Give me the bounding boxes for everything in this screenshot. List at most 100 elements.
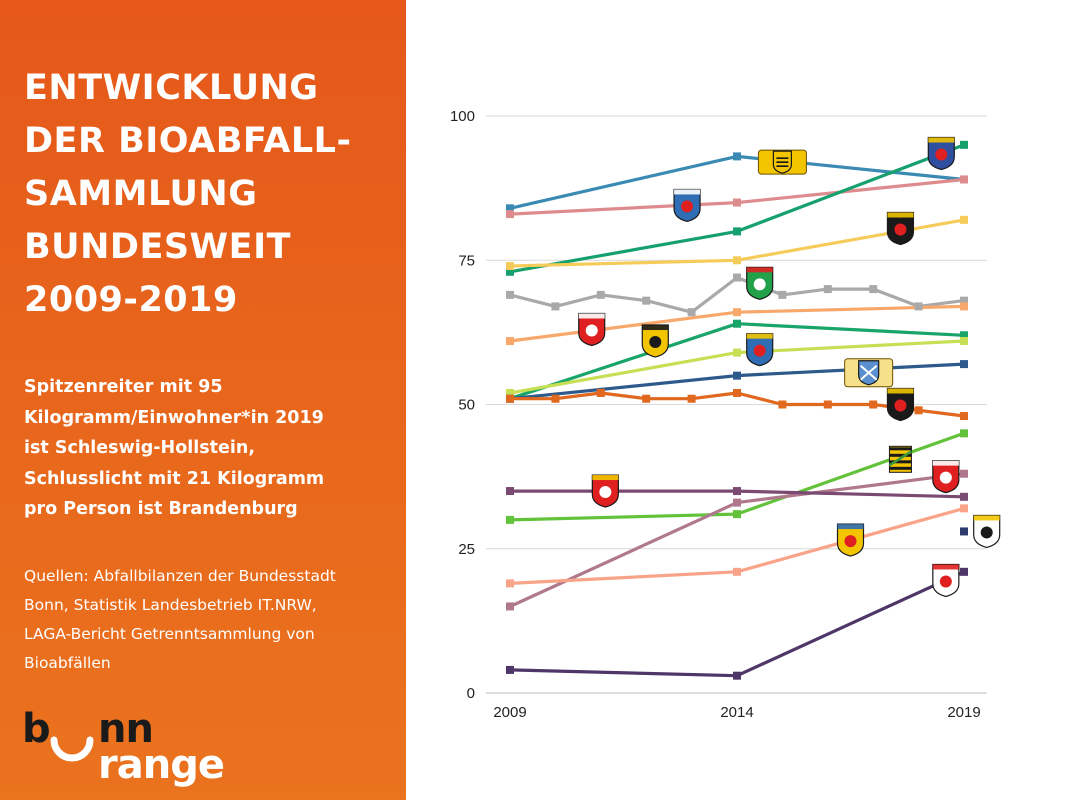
emblem-detail	[894, 399, 907, 412]
data-point-mecklenburg-vorpommern	[733, 567, 741, 576]
emblem-band	[928, 137, 955, 143]
sachsen-emblem-icon	[888, 445, 913, 473]
series-line-schleswig-holstein	[508, 143, 966, 274]
emblem-detail	[860, 365, 878, 381]
left-panel: ENTWICKLUNG DER BIOABFALL- SAMMLUNG BUND…	[0, 0, 406, 800]
emblem-band	[932, 564, 959, 570]
data-point-bonn	[823, 400, 832, 409]
mecklenburg-vorpommern-emblem-icon	[836, 523, 865, 557]
data-point-nordrhein-westfalen	[642, 296, 651, 305]
emblem-detail	[935, 148, 948, 161]
logo-text-b: b	[22, 706, 51, 752]
data-point-nordrhein-westfalen	[551, 302, 560, 311]
data-point-hessen	[733, 198, 741, 207]
emblem-stripe	[889, 447, 912, 451]
data-point-hamburg	[960, 469, 968, 478]
x-tick-label: 2014	[720, 704, 753, 721]
niedersachsen-emblem-icon	[578, 312, 606, 347]
y-tick-label: 50	[458, 397, 475, 414]
hamburg-emblem-icon	[932, 460, 960, 494]
bremen-emblem-icon	[591, 474, 619, 508]
headline: ENTWICKLUNG DER BIOABFALL- SAMMLUNG BUND…	[24, 62, 384, 327]
saarland-emblem-icon	[746, 333, 774, 367]
data-point-nordrhein-westfalen	[869, 285, 878, 294]
data-point-schleswig-holstein	[506, 267, 514, 276]
headline-line: DER BIOABFALL-	[24, 121, 352, 161]
hessen-emblem-icon	[673, 188, 701, 223]
data-point-nordrhein-westfalen	[506, 290, 514, 299]
schleswig-holstein-emblem-icon	[927, 136, 955, 171]
data-point-niedersachsen	[733, 308, 741, 317]
baden-wuerttemberg-emblem-icon	[757, 149, 807, 175]
data-point-nordrhein-westfalen	[960, 296, 968, 305]
series-points	[506, 140, 968, 680]
logo-text-nn: nn	[98, 706, 154, 752]
headline-line: ENTWICKLUNG	[24, 68, 319, 108]
data-point-saarland	[960, 337, 968, 346]
rheinland-pfalz-emblem-icon	[886, 211, 915, 246]
summary-text: Spitzenreiter mit 95 Kilogramm/Einwohner…	[24, 372, 394, 525]
data-point-saarland	[506, 388, 514, 397]
x-tick-label: 2019	[947, 704, 980, 721]
data-point-rheinland-pfalz	[733, 256, 741, 265]
emblem-detail	[599, 486, 612, 499]
sources-line: Bioabfällen	[24, 654, 111, 672]
sachsen-anhalt-emblem-icon	[641, 324, 669, 358]
y-tick-label: 25	[458, 541, 475, 558]
emblem-detail	[649, 336, 662, 349]
summary-line: ist Schleswig-Hollstein,	[24, 438, 255, 458]
emblem-band	[973, 515, 1000, 521]
sources-line: LAGA-Bericht Getrenntsammlung von	[24, 625, 315, 643]
emblem-band	[746, 333, 773, 339]
data-point-baden-wuerttemberg	[506, 204, 514, 213]
emblem-detail	[894, 223, 907, 236]
emblem-band	[837, 524, 864, 530]
summary-line: Spitzenreiter mit 95	[24, 377, 223, 397]
data-point-nordrhein-westfalen	[733, 273, 741, 282]
bonn-orange-logo: b nn range	[22, 708, 232, 788]
series-line-sachsen-anhalt	[508, 322, 966, 401]
data-point-berlin	[960, 527, 968, 536]
berlin-emblem-icon	[973, 514, 1001, 549]
data-point-bremen	[960, 492, 968, 501]
data-point-bayern	[733, 371, 741, 380]
emblem-detail	[681, 200, 694, 213]
x-tick-label: 2009	[493, 704, 526, 721]
data-point-schleswig-holstein	[960, 140, 968, 149]
sources-line: Bonn, Statistik Landesbetrieb IT.NRW,	[24, 596, 317, 614]
axis-labels: 0 25 50 75 100 2009 2014 2019	[450, 108, 981, 721]
data-point-hamburg	[506, 602, 514, 611]
summary-line: pro Person ist Brandenburg	[24, 499, 298, 519]
emblem-band	[642, 325, 669, 331]
data-point-hessen	[960, 175, 968, 184]
data-point-nordrhein-westfalen	[778, 290, 787, 299]
y-tick-label: 100	[450, 108, 475, 125]
emblem-detail	[939, 471, 952, 484]
data-point-bonn	[687, 394, 696, 403]
data-point-brandenburg	[506, 665, 514, 674]
data-point-nordrhein-westfalen	[823, 285, 832, 294]
bayern-emblem-icon	[844, 358, 894, 388]
headline-line: BUNDESWEIT	[24, 227, 291, 267]
emblem-band	[674, 189, 701, 195]
data-point-bonn	[596, 388, 605, 397]
data-point-saarland	[733, 348, 741, 357]
emblem-detail	[939, 575, 952, 588]
y-tick-label: 75	[458, 252, 475, 269]
data-point-mecklenburg-vorpommern	[506, 579, 514, 588]
data-point-bonn	[914, 406, 923, 415]
y-tick-label: 0	[467, 685, 475, 702]
data-point-hessen	[506, 210, 514, 219]
data-point-nordrhein-westfalen	[914, 302, 923, 311]
data-point-hamburg	[733, 498, 741, 507]
bonn-emblem-icon	[886, 387, 915, 422]
emblem-band	[887, 212, 914, 218]
data-point-sachsen	[733, 510, 741, 519]
data-point-brandenburg	[733, 671, 741, 680]
data-point-sachsen	[960, 429, 968, 438]
emblem-band	[887, 388, 914, 394]
data-point-rheinland-pfalz	[506, 262, 514, 271]
headline-line: SAMMLUNG	[24, 174, 258, 214]
emblem-detail	[753, 344, 766, 357]
data-point-brandenburg	[960, 567, 968, 576]
